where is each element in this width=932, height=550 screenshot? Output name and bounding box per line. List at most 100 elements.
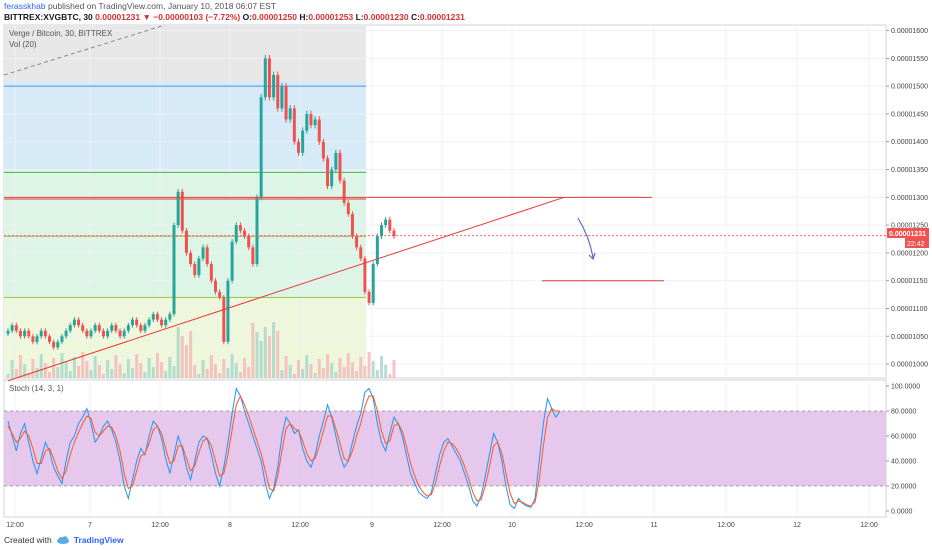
candle-body (160, 319, 164, 326)
volume-bar (201, 360, 205, 378)
candle-body (288, 108, 292, 120)
volume-bar (106, 360, 110, 378)
candle-body (89, 330, 93, 337)
volume-bar (292, 374, 296, 378)
footer: Created with TradingView (4, 535, 124, 545)
volume-bar (284, 356, 288, 378)
candle-body (114, 325, 118, 331)
volume-bar (255, 332, 259, 378)
candle-body (189, 252, 193, 265)
volume-bar (180, 336, 184, 378)
candle-body (276, 75, 280, 109)
projection-arrow (577, 217, 594, 259)
tradingview-link[interactable]: TradingView (73, 535, 124, 545)
time-tick-label: 12:00 (717, 522, 735, 529)
volume-bar (205, 369, 209, 378)
last-price: 0.00001231 (95, 12, 141, 22)
volume-bar (288, 365, 292, 378)
volume-bar (297, 360, 300, 378)
volume-bar (218, 373, 222, 378)
volume-bar (168, 357, 172, 378)
volume-bar (35, 368, 39, 378)
candle-body (18, 330, 22, 337)
candle-body (359, 247, 363, 259)
volume-bar (56, 367, 60, 378)
candle-body (201, 247, 205, 259)
candle-body (367, 291, 371, 303)
stoch-tick-label: 100.0000 (891, 384, 920, 391)
volume-bar (367, 352, 371, 378)
author-link[interactable]: ferasskhab (4, 1, 46, 11)
volume-bar (272, 322, 276, 378)
drawings (4, 196, 886, 382)
candle-body (43, 330, 47, 337)
time-tick-label: 12:00 (575, 522, 593, 529)
candle-body (205, 247, 209, 265)
candle-body (226, 280, 230, 342)
fib-levels (3, 24, 366, 298)
stoch-legend: Stoch (14, 3, 1) (9, 384, 64, 393)
candle-body (39, 330, 43, 337)
volume-bar (155, 353, 159, 378)
price-tick-label: 0.00001350 (891, 167, 928, 174)
time-tick-label: 12 (793, 522, 801, 529)
volume-bar (309, 364, 313, 378)
volume-bar (214, 364, 217, 378)
volume-bar (23, 364, 27, 378)
stoch-plot (4, 387, 886, 510)
candle-body (234, 225, 238, 242)
candle-body (371, 264, 375, 303)
low-value: 0.00001230 (363, 12, 409, 22)
time-tick-label: 12:00 (291, 522, 309, 529)
volume-bar (384, 365, 388, 378)
price-tick-label: 0.00001050 (891, 334, 928, 341)
volume-bar (355, 371, 359, 378)
candle-body (280, 86, 284, 109)
volume-bar (313, 373, 317, 378)
price-tick-label: 0.00001150 (891, 278, 928, 285)
volume-bar (81, 352, 85, 378)
candle-body (363, 258, 367, 292)
candle-body (122, 330, 126, 337)
candle-body (243, 230, 247, 237)
price-axis[interactable]: 0.00001600 0.00001550 0.00001500 0.00001450… (886, 28, 928, 369)
time-tick-label: 12:00 (6, 522, 24, 529)
time-axis[interactable]: 12:00 7 12:00 8 12:00 9 12:00 10 12:00 11 12:00 12 1… (6, 522, 878, 529)
countdown: 22:42 (907, 241, 925, 248)
candle-body (305, 113, 309, 131)
stoch-axis: 100.0000 80.0000 60.0000 40.0000 20.0000 0.00… (886, 384, 920, 516)
volume-bar (114, 355, 118, 378)
volume-bar (172, 366, 176, 378)
time-tick-label: 12:00 (860, 522, 878, 529)
candle-body (338, 152, 342, 181)
volume-bar (380, 356, 383, 378)
stoch-tick-label: 60.0000 (891, 434, 916, 441)
candle-body (101, 330, 105, 337)
close-label: C: (410, 12, 420, 22)
tradingview-cloud-icon (56, 536, 69, 544)
time-tick-label: 12:00 (433, 522, 451, 529)
close-value: 0.00001231 (419, 12, 465, 22)
candle-body (72, 319, 76, 326)
volume-bar (97, 365, 101, 378)
stoch-tick-label: 20.0000 (891, 484, 916, 491)
volume-bar (60, 353, 64, 378)
volume-bar (238, 372, 242, 378)
volume-bar (176, 327, 180, 378)
volume-bar (10, 360, 14, 378)
volume-bar (135, 354, 139, 378)
candle-body (60, 336, 64, 342)
candle-body (151, 314, 155, 320)
price-badge: 0.00001231 (889, 231, 926, 238)
candle-body (139, 325, 143, 331)
candle-body (147, 319, 151, 326)
price-change: ▼ −0.00000103 (−7.72%) (142, 12, 241, 22)
volume-bar (110, 369, 114, 378)
price-badge-bg (887, 228, 929, 238)
candle-body (126, 325, 130, 331)
candle-body (81, 325, 85, 331)
candle-body (238, 225, 242, 231)
volume-bar (160, 362, 164, 378)
candle-body (272, 75, 276, 98)
